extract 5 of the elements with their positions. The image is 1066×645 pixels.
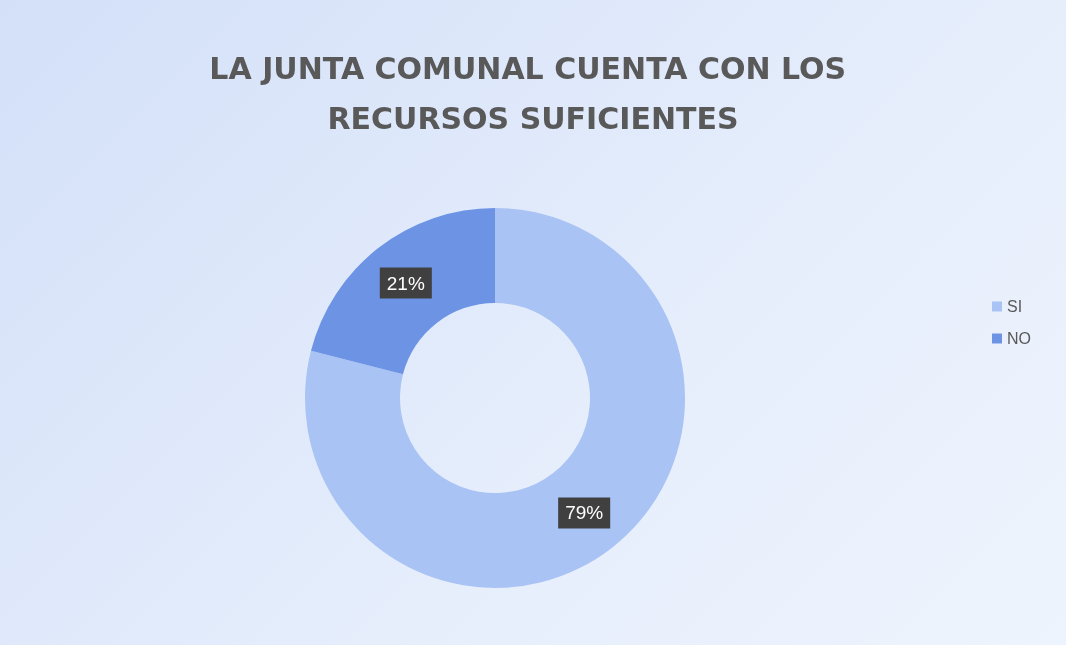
legend-label: NO [1007,330,1031,347]
chart-title: LA JUNTA COMUNAL CUENTA CON LOS RECURSOS SUFICIENTES [209,50,857,136]
data-label: 79% [565,502,604,524]
legend-label: SI [1007,298,1023,315]
data-label: 21% [386,272,425,294]
